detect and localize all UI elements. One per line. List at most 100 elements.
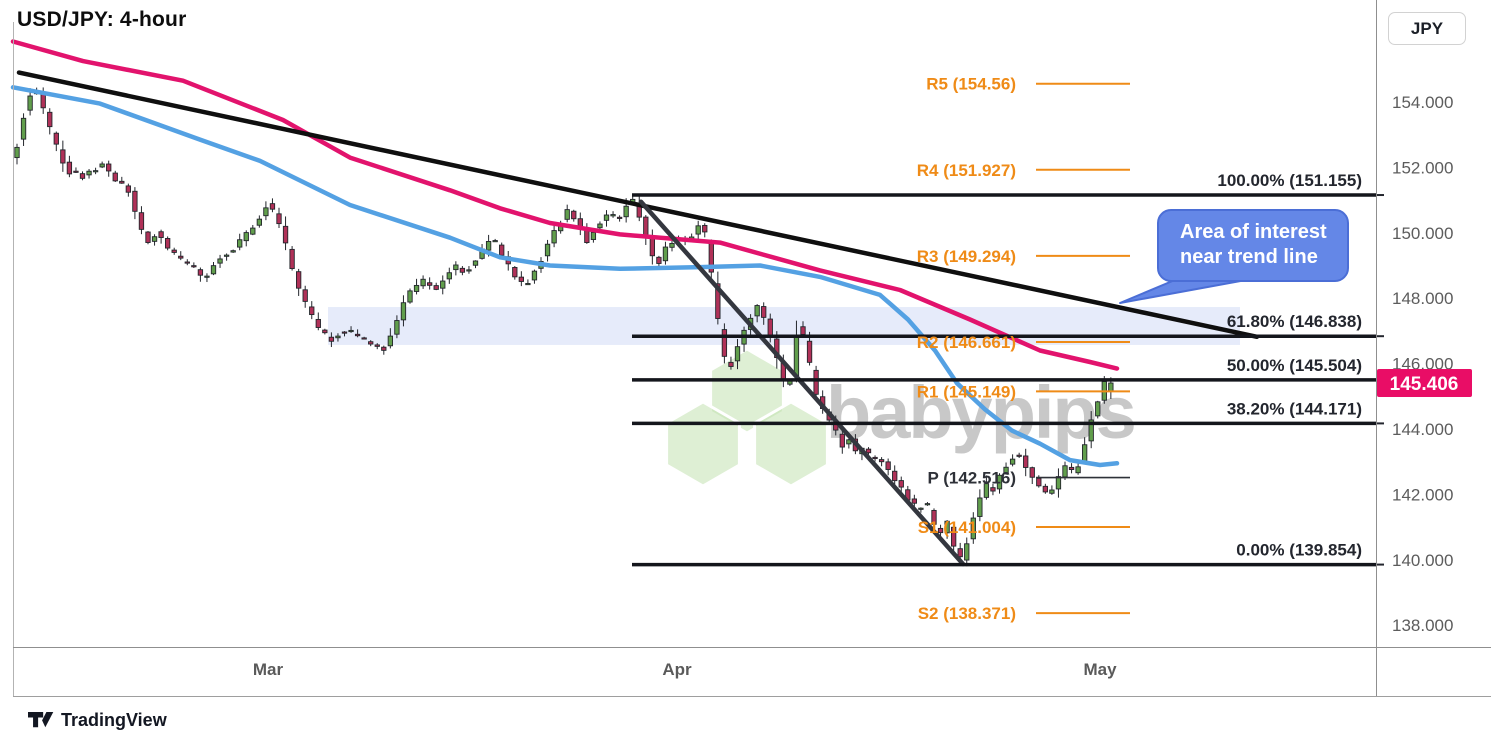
candle-body: [865, 448, 872, 454]
candle-body: [1003, 466, 1009, 474]
candle-body: [197, 269, 204, 276]
candle-body: [551, 230, 557, 244]
candle-body: [387, 335, 393, 347]
candle-body: [14, 146, 20, 159]
candle-body: [603, 214, 610, 221]
candle-body: [289, 248, 295, 270]
fib-level-label: 50.00% (145.504): [1227, 356, 1362, 375]
candle-body: [125, 185, 132, 193]
candle-body: [564, 209, 570, 220]
price-tick-label: 144.000: [1392, 420, 1453, 439]
candle-body: [1068, 466, 1075, 470]
candle-body: [427, 282, 433, 286]
candle-body: [263, 207, 269, 217]
candle-body: [957, 548, 963, 558]
time-axis-label-apr: Apr: [662, 660, 692, 679]
candle-body: [754, 305, 760, 317]
tradingview-attribution[interactable]: TradingView: [28, 709, 167, 731]
candle-body: [846, 439, 852, 445]
candle-body: [924, 503, 931, 506]
candle-body: [466, 269, 472, 272]
candle-body: [66, 161, 73, 175]
candle-body: [335, 335, 341, 339]
price-tick-label: 138.000: [1392, 616, 1453, 635]
candle-body: [1029, 467, 1035, 478]
candle-body: [354, 333, 361, 337]
candle-body: [990, 487, 996, 492]
fib-level-label: 61.80% (146.838): [1227, 312, 1362, 331]
area-of-interest-zone: [328, 307, 1240, 345]
candle-body: [99, 163, 105, 168]
candle-body: [420, 278, 426, 287]
candle-body: [761, 306, 767, 318]
candle-body: [256, 218, 262, 226]
candle-body: [158, 231, 164, 238]
candle-body: [616, 216, 623, 219]
area-of-interest-callout[interactable]: Area of interest near trend line: [1119, 209, 1349, 304]
candle-body: [800, 326, 806, 335]
fib-level-label: 100.00% (151.155): [1217, 171, 1362, 190]
price-axis[interactable]: 154.000 152.000 150.000 148.000 146.000 144.0…: [1392, 93, 1453, 635]
candle-body: [433, 285, 439, 290]
candle-body: [793, 335, 800, 377]
candle-body: [702, 224, 708, 233]
candle-body: [531, 270, 538, 281]
candle-body: [649, 238, 656, 257]
candle-body: [178, 255, 184, 259]
price-tick-label: 154.000: [1392, 93, 1453, 112]
candle-body: [1036, 477, 1042, 487]
candle-body: [1016, 454, 1022, 457]
candle-body: [210, 265, 217, 275]
pivot-R1-label: R1 (145.149): [917, 382, 1016, 401]
time-axis[interactable]: Mar Apr May: [13, 648, 1377, 696]
candle-body: [813, 369, 819, 395]
candle-body: [977, 497, 983, 517]
candle-body: [27, 95, 33, 111]
candle-body: [996, 474, 1003, 490]
candle-body: [584, 229, 590, 244]
candle-body: [164, 238, 171, 249]
candle-body: [348, 329, 354, 333]
candle-body: [1088, 419, 1094, 442]
candle-body: [315, 318, 321, 328]
pivot-R3-label: R3 (149.294): [917, 247, 1016, 266]
candle-body: [276, 213, 282, 225]
candle-body: [525, 283, 531, 286]
candle-body: [53, 132, 59, 145]
price-tick-label: 146.000: [1392, 355, 1453, 374]
candle-body: [394, 320, 400, 335]
fib-level-label: 38.20% (144.171): [1227, 399, 1362, 418]
candle-body: [472, 260, 479, 266]
candle-body: [60, 149, 66, 164]
candle-body: [296, 271, 302, 289]
candle-body: [322, 329, 328, 334]
candle-body: [132, 190, 138, 212]
candle-body: [643, 216, 649, 237]
callout-line-2: near trend line: [1180, 246, 1318, 268]
candle-body: [171, 249, 177, 253]
candle-body: [282, 225, 289, 244]
candle-body: [590, 232, 597, 240]
pivot-R4-label: R4 (151.927): [917, 161, 1016, 180]
candle-body: [512, 267, 518, 278]
candle-body: [485, 241, 492, 251]
candle-body: [47, 111, 53, 128]
candle-body: [1042, 485, 1049, 493]
candle-body: [656, 256, 662, 264]
candle-body: [1081, 444, 1088, 463]
tradingview-label: TradingView: [61, 709, 167, 730]
currency-jpy-button[interactable]: JPY: [1388, 12, 1466, 45]
steep-trendline[interactable]: [638, 199, 966, 567]
candle-body: [446, 272, 452, 280]
candle-body: [368, 341, 374, 345]
candle-body: [223, 254, 230, 257]
candle-body: [983, 483, 990, 498]
candle-body: [400, 302, 407, 321]
descending-trendline[interactable]: [16, 70, 1260, 340]
candle-body: [453, 264, 459, 271]
last-price-badge: 145.406: [1377, 369, 1472, 397]
candle-body: [328, 336, 335, 342]
candle-body: [715, 283, 721, 319]
